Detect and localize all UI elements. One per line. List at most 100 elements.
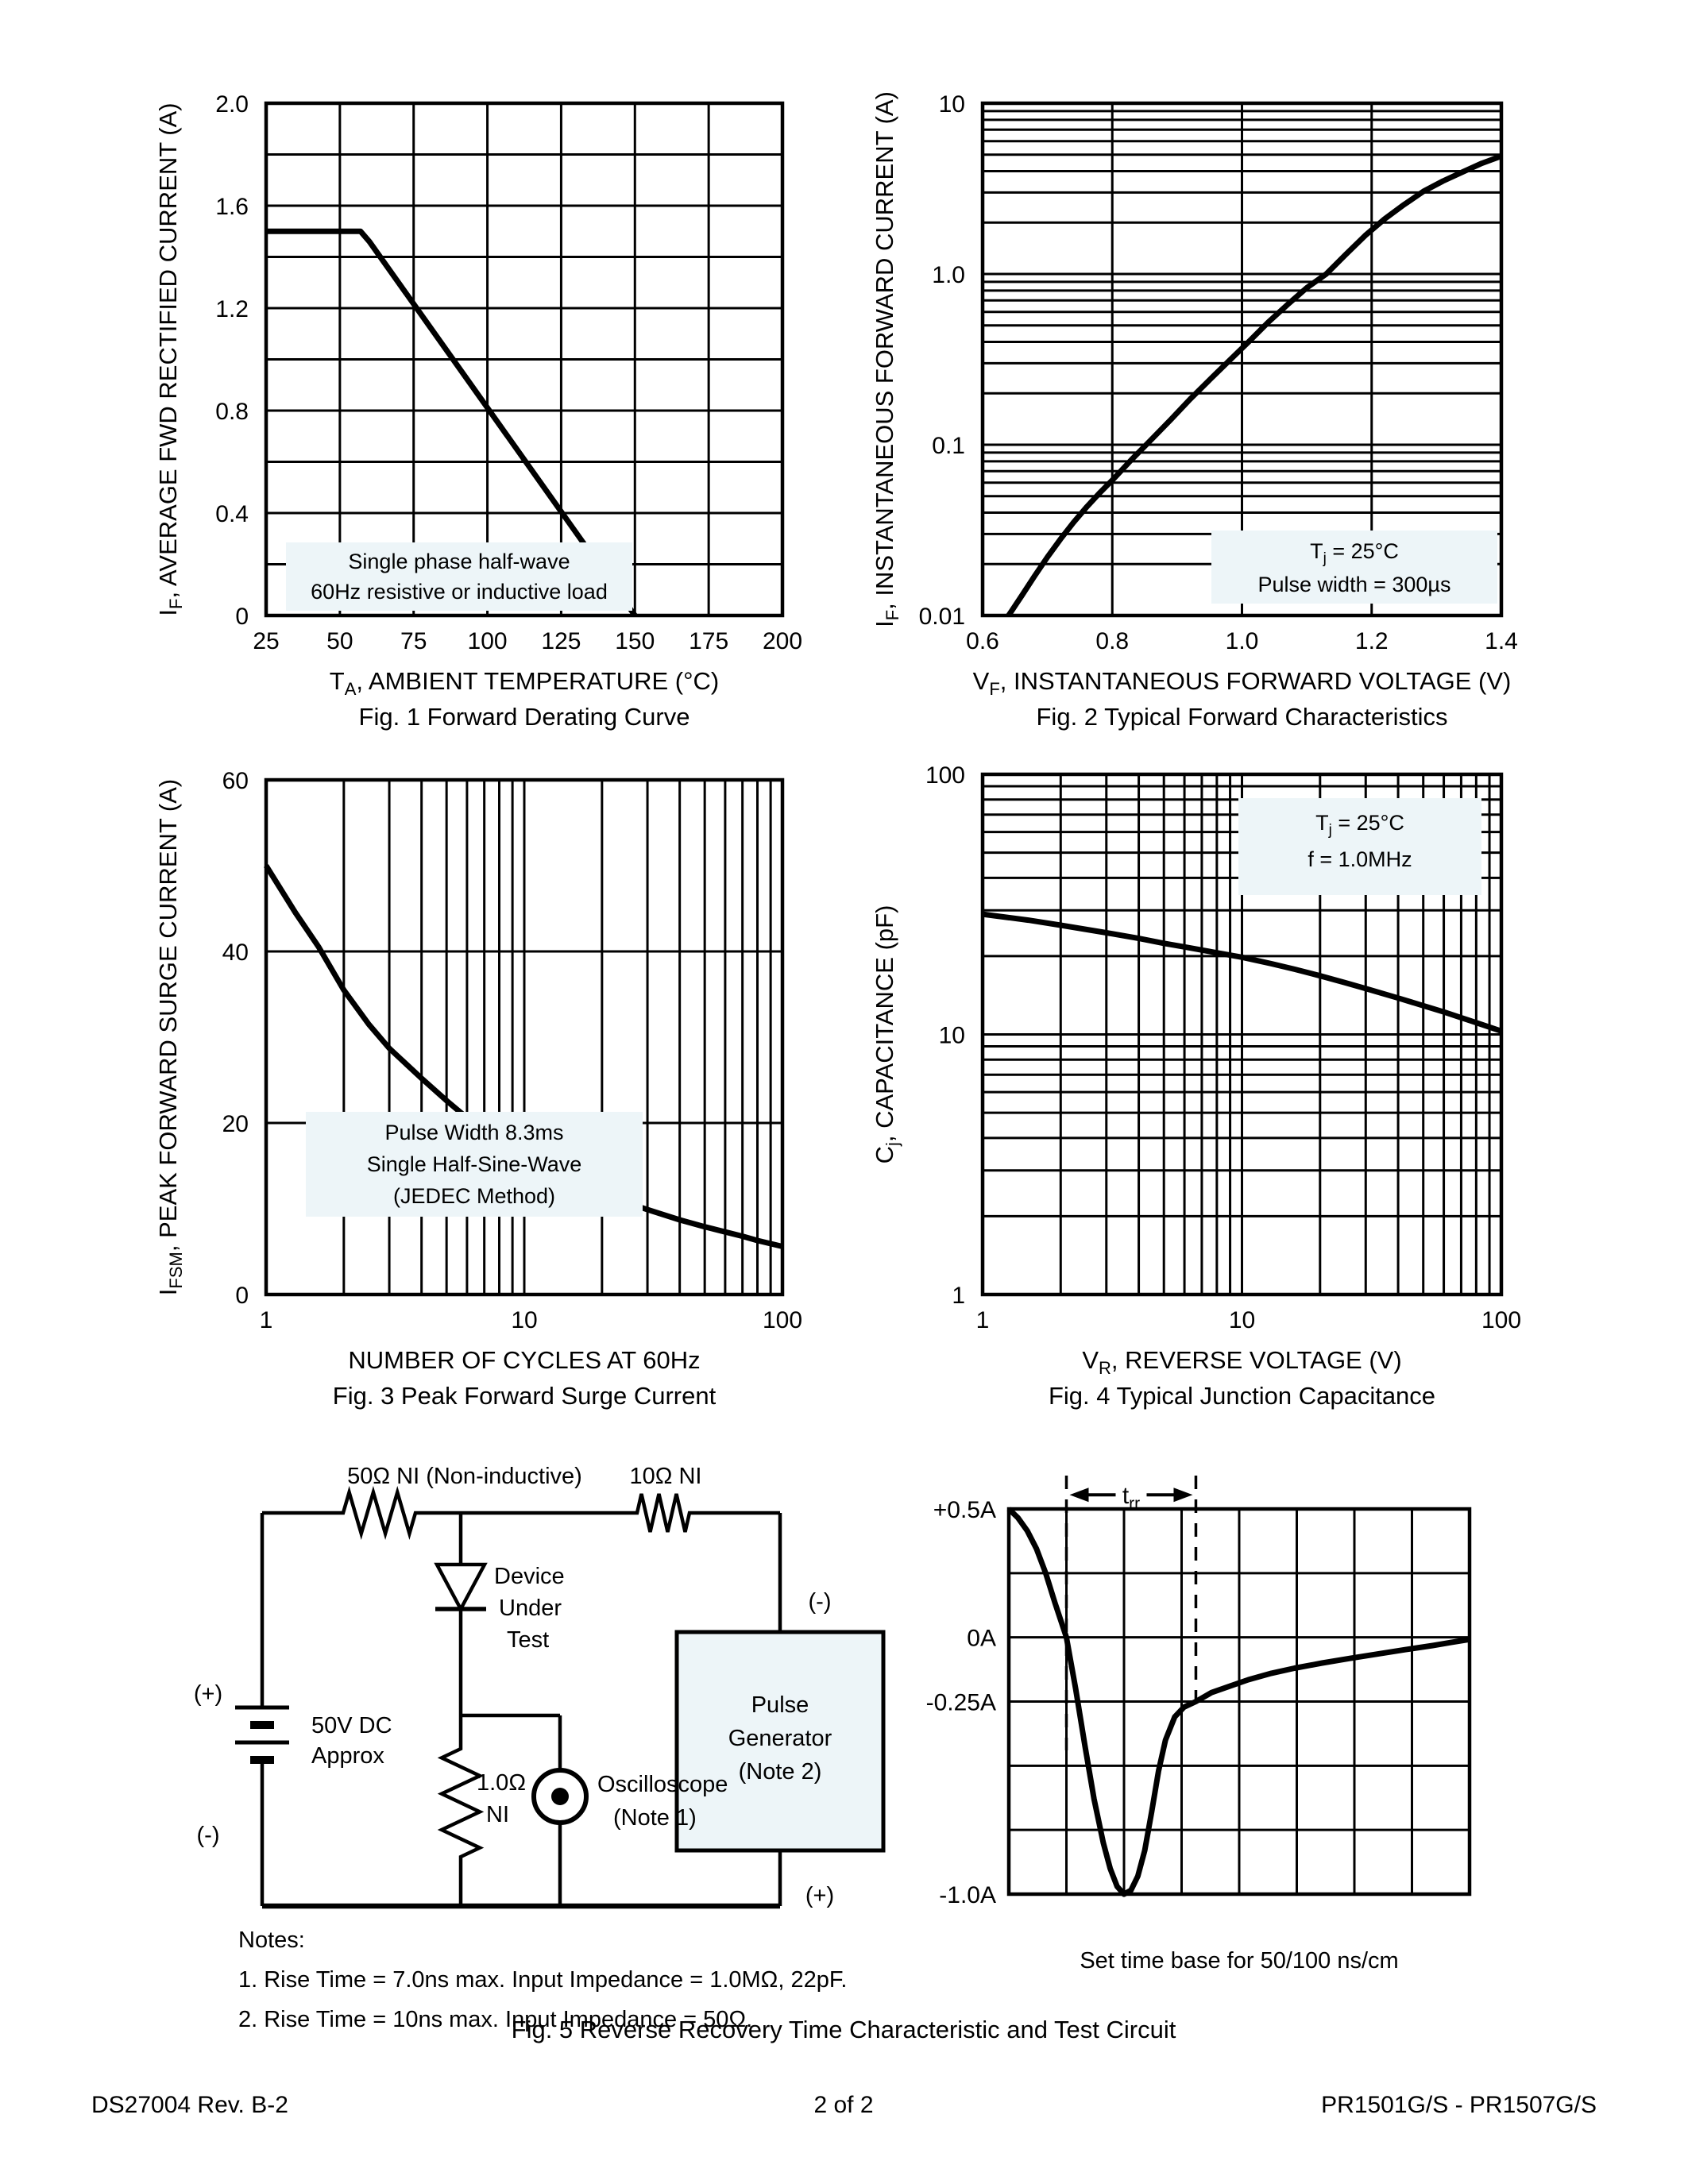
- x-tick-label: 175: [689, 628, 728, 654]
- y-tick-label: 0.4: [215, 501, 249, 527]
- note-box: [1211, 531, 1497, 604]
- footer-page-number: 2 of 2: [813, 2092, 873, 2118]
- battery-label-line1: 50V DC: [311, 1713, 392, 1738]
- x-tick-label: 125: [541, 628, 581, 654]
- battery-plus-label: (+): [194, 1681, 222, 1707]
- note-line: 60Hz resistive or inductive load: [311, 580, 608, 604]
- x-tick-label: 1.2: [1355, 628, 1389, 654]
- note-line: Single phase half-wave: [348, 550, 570, 573]
- x-axis-label: VR, REVERSE VOLTAGE (V): [1082, 1346, 1401, 1378]
- y-tick-label: 1.2: [215, 296, 249, 322]
- x-tick-label: 75: [400, 628, 427, 654]
- x-tick-label: 100: [468, 628, 508, 654]
- fig1-forward-derating-chart: Single phase half-wave 60Hz resistive or …: [154, 91, 802, 731]
- y-axis-label: IF, AVERAGE FWD RECTIFIED CURRENT (A): [154, 102, 186, 615]
- x-axis-label: TA, AMBIENT TEMPERATURE (°C): [330, 667, 719, 699]
- resistor3-label-line1: 1.0Ω: [477, 1770, 526, 1796]
- plot-border: [980, 101, 1504, 618]
- y-tick-label: 100: [925, 762, 965, 789]
- resistor-zigzags: [334, 1485, 699, 1866]
- x-tick-label: 1: [976, 1307, 990, 1333]
- plot-border: [264, 101, 785, 618]
- note-line: (JEDEC Method): [393, 1184, 555, 1208]
- y-tick-label: 0: [235, 604, 249, 630]
- x-tick-label: 0.6: [966, 628, 999, 654]
- plot-border: [264, 778, 785, 1297]
- oscilloscope-dot: [551, 1788, 569, 1805]
- x-tick-label: 200: [763, 628, 802, 654]
- note-box: [306, 1112, 643, 1217]
- figure-caption: Fig. 4 Typical Junction Capacitance: [1049, 1382, 1435, 1410]
- y-tick-label: 10: [939, 1023, 965, 1049]
- resistor2-label: 10Ω NI: [630, 1464, 702, 1489]
- x-tick-label: 100: [763, 1307, 802, 1333]
- y-tick-label: 0.01: [919, 604, 965, 630]
- pg-label-line1: Pulse: [751, 1692, 809, 1718]
- x-tick-label: 1.0: [1226, 628, 1259, 654]
- y-tick-label: 20: [222, 1111, 249, 1137]
- note-box: [286, 542, 632, 611]
- pg-minus-label: (-): [809, 1589, 832, 1615]
- note-line: Pulse Width 8.3ms: [384, 1121, 563, 1144]
- fig5-test-circuit: 50Ω NI (Non-inductive) 10Ω NI Device Und…: [194, 1464, 886, 1909]
- x-tick-label: 1.4: [1485, 628, 1518, 654]
- y-tick-label: 40: [222, 940, 249, 966]
- y-tick-label: 2.0: [215, 91, 249, 118]
- page-footer: DS27004 Rev. B-2 2 of 2 PR1501G/S - PR15…: [91, 2092, 1597, 2118]
- notes-block: Notes: 1. Rise Time = 7.0ns max. Input I…: [238, 1927, 847, 2032]
- note-line: Single Half-Sine-Wave: [367, 1152, 582, 1176]
- x-axis-label: VF, INSTANTANEOUS FORWARD VOLTAGE (V): [973, 667, 1512, 699]
- pg-plus-label: (+): [805, 1883, 834, 1908]
- y-tick-label: 0A: [967, 1626, 996, 1652]
- y-tick-label: +0.5A: [933, 1497, 996, 1523]
- resistor-50ohm: [334, 1485, 425, 1541]
- footer-part-number: PR1501G/S - PR1507G/S: [1321, 2092, 1597, 2118]
- x-tick-label: 25: [253, 628, 279, 654]
- fig1-curve: [266, 228, 638, 618]
- trr-arrowhead-left: [1069, 1488, 1089, 1503]
- figure-caption: Fig. 3 Peak Forward Surge Current: [333, 1382, 717, 1410]
- note-line: Pulse width = 300µs: [1258, 573, 1451, 596]
- fig5wave-curve: [1006, 1507, 1470, 1897]
- dut-label-line3: Test: [507, 1627, 549, 1653]
- y-tick-label: 1.6: [215, 194, 249, 220]
- fig3-surge-current-chart: Pulse Width 8.3ms Single Half-Sine-Wave (J…: [154, 768, 802, 1410]
- y-tick-label: 60: [222, 768, 249, 794]
- x-tick-label: 10: [511, 1307, 537, 1333]
- plot-border: [1006, 1507, 1472, 1897]
- note-line: Tj = 25°C: [1315, 811, 1404, 839]
- y-tick-label: 0.8: [215, 399, 249, 425]
- x-tick-label: 150: [615, 628, 655, 654]
- x-tick-label: 10: [1229, 1307, 1255, 1333]
- fig4-junction-capacitance-chart: Tj = 25°C f = 1.0MHz 100 10 11 10 100 Cj, CAPAC…: [871, 762, 1521, 1410]
- y-axis-label: Cj, CAPACITANCE (pF): [871, 905, 902, 1164]
- resistor3-label-line2: NI: [486, 1802, 509, 1827]
- x-tick-label: 50: [326, 628, 353, 654]
- battery-label-line2: Approx: [311, 1743, 384, 1769]
- plot-border: [980, 772, 1504, 1297]
- resistor1-label: 50Ω NI (Non-inductive): [347, 1464, 582, 1489]
- pulse-generator-box: [674, 1630, 886, 1853]
- y-tick-label: -0.25A: [926, 1690, 996, 1716]
- y-tick-label: 0: [235, 1283, 249, 1309]
- resistor-1ohm: [437, 1739, 485, 1866]
- note-item-2: 2. Rise Time = 10ns max. Input Impedance…: [238, 2007, 752, 2032]
- x-tick-label: 100: [1481, 1307, 1521, 1333]
- circuit-wires: [260, 1511, 782, 1906]
- resistor-10ohm: [628, 1493, 699, 1533]
- trr-arrowhead-right: [1173, 1488, 1193, 1503]
- note-line: Tj = 25°C: [1310, 539, 1399, 567]
- y-tick-label: -1.0A: [939, 1882, 996, 1908]
- note-line: f = 1.0MHz: [1308, 847, 1412, 871]
- battery-minus-label: (-): [197, 1823, 220, 1848]
- fig4-curve: [982, 911, 1503, 1034]
- x-tick-label: 0.8: [1095, 628, 1129, 654]
- wave-caption: Set time base for 50/100 ns/cm: [1080, 1948, 1398, 1974]
- notes-title: Notes:: [238, 1927, 305, 1953]
- y-tick-label: 1: [952, 1283, 965, 1309]
- note-box: [1238, 798, 1481, 895]
- note-item-1: 1. Rise Time = 7.0ns max. Input Impedanc…: [238, 1967, 847, 1993]
- figure-caption: Fig. 2 Typical Forward Characteristics: [1037, 703, 1448, 731]
